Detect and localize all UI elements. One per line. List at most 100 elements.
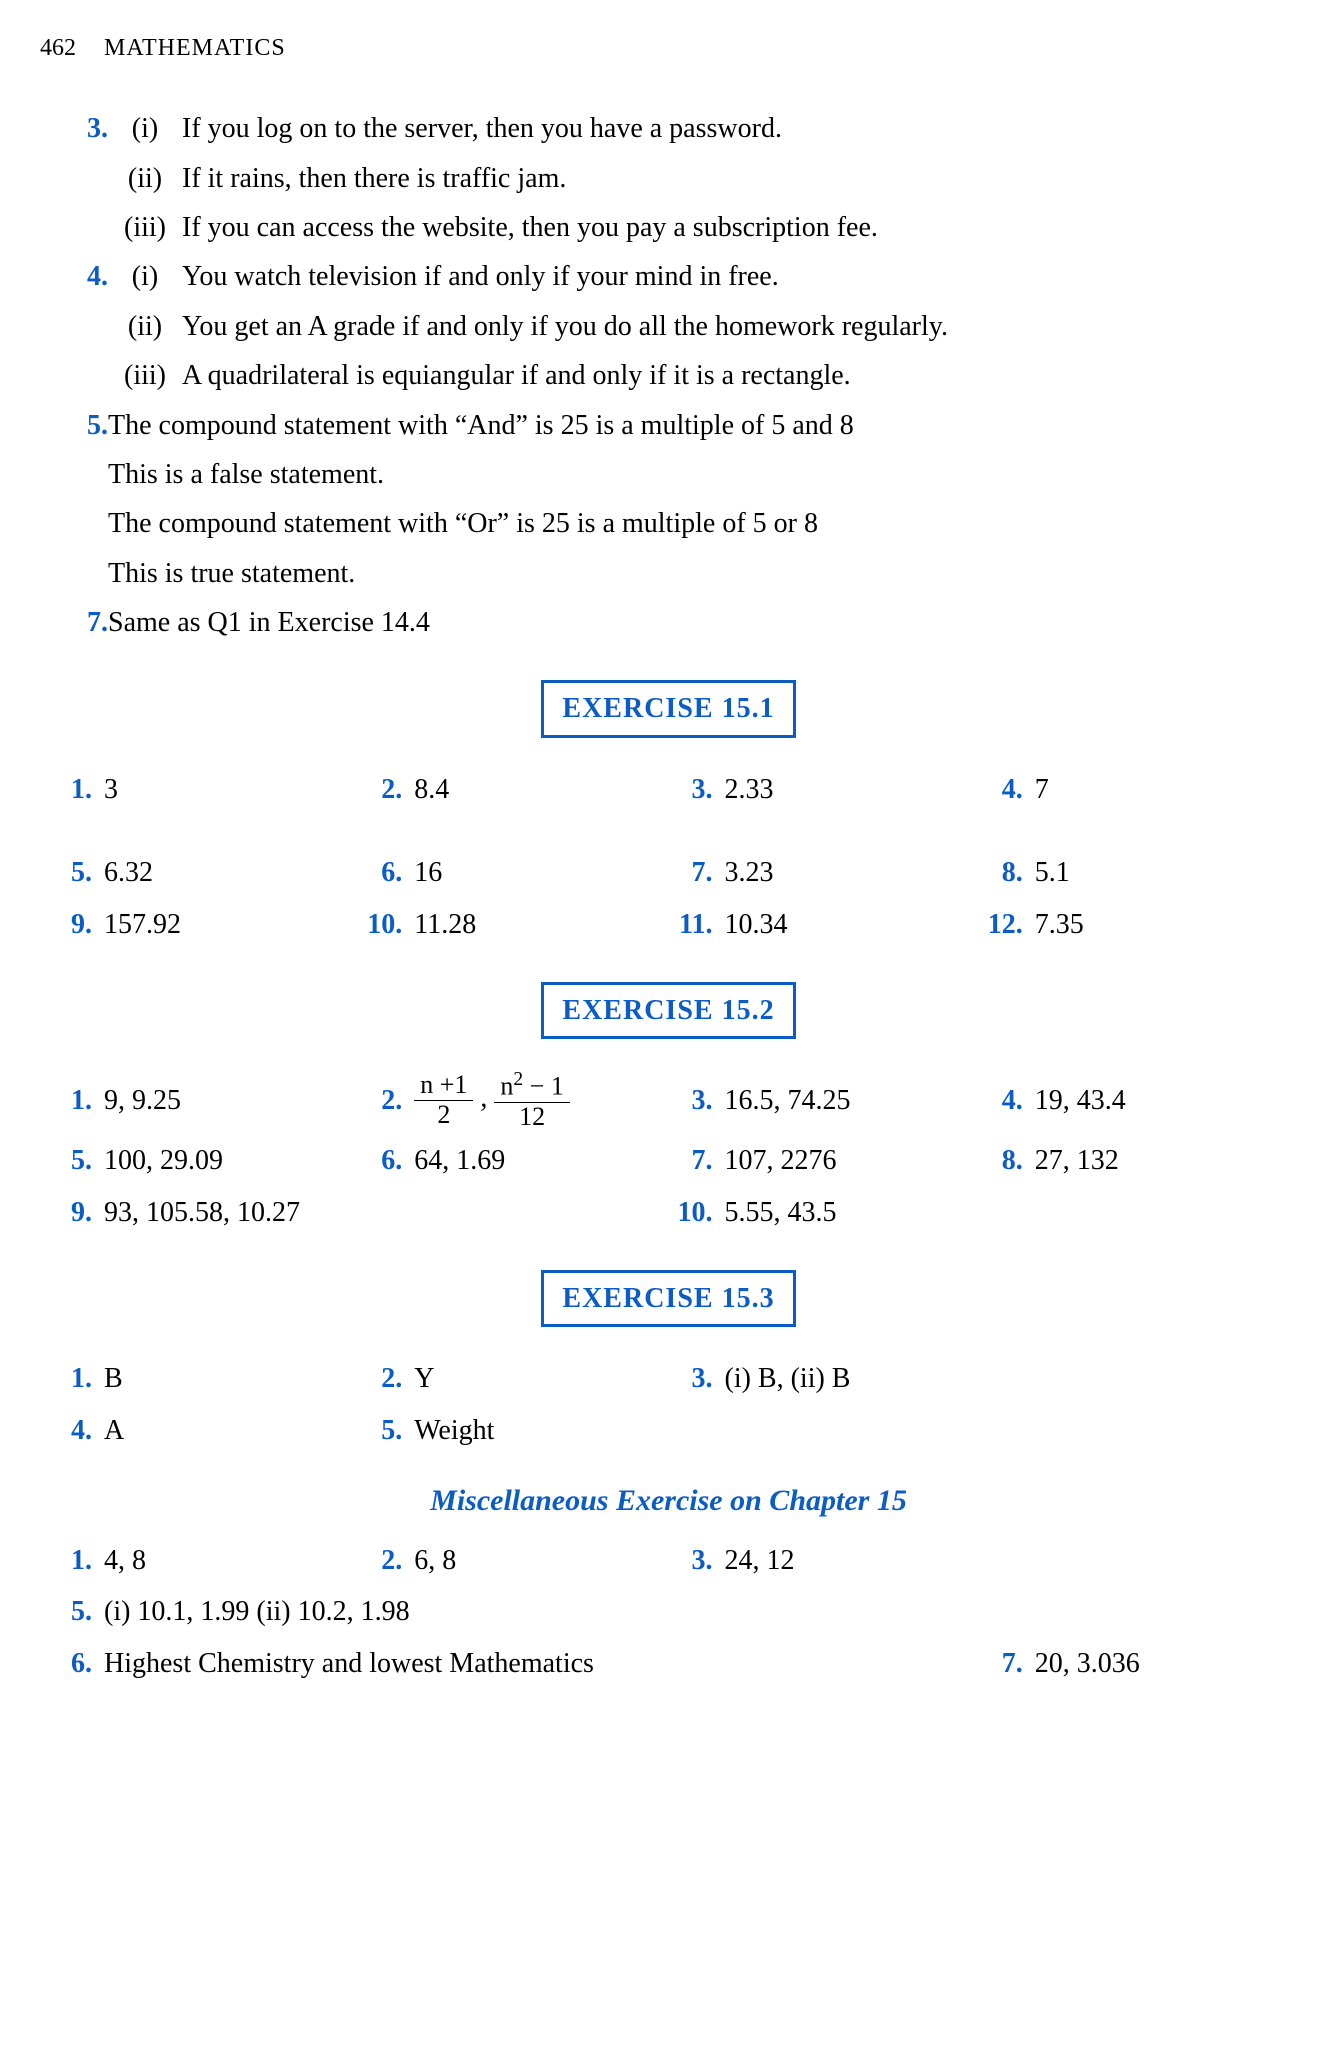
answer-number: 4. [979, 1079, 1035, 1122]
answer-value: 19, 43.4 [1035, 1079, 1126, 1122]
answer-number: 2. [358, 1357, 414, 1400]
answer-value: 9, 9.25 [104, 1079, 181, 1122]
question-3-iii: (iii) If you can access the website, the… [48, 206, 1289, 249]
subpart-label: (iii) [108, 206, 182, 249]
answer-number: 1. [48, 1079, 104, 1122]
exercise-heading: EXERCISE 15.2 [541, 982, 795, 1039]
answer-value: 3 [104, 768, 118, 811]
statement-text: If you can access the website, then you … [182, 206, 1289, 249]
answer-row: 9.157.92 10.11.28 11.10.34 12.7.35 [48, 903, 1289, 946]
answer-number: 5. [358, 1409, 414, 1452]
content-body: 3. (i) If you log on to the server, then… [40, 107, 1289, 1685]
comma: , [480, 1083, 487, 1114]
question-4-i: 4. (i) You watch television if and only … [48, 255, 1289, 298]
answer-number: 6. [358, 851, 414, 894]
question-4-ii: (ii) You get an A grade if and only if y… [48, 305, 1289, 348]
answer-value: 64, 1.69 [414, 1139, 505, 1182]
exercise-heading-wrap: EXERCISE 15.3 [48, 1270, 1289, 1327]
answer-number: 8. [979, 1139, 1035, 1182]
fraction-numerator: n +1 [414, 1071, 473, 1101]
answer-number: 1. [48, 768, 104, 811]
answer-value: (i) 10.1, 1.99 (ii) 10.2, 1.98 [104, 1590, 410, 1633]
answer-value: (i) B, (ii) B [725, 1357, 851, 1400]
answer-number: 3. [669, 768, 725, 811]
answer-row: 5.100, 29.09 6.64, 1.69 7.107, 2276 8.27… [48, 1139, 1289, 1182]
question-3-i: 3. (i) If you log on to the server, then… [48, 107, 1289, 150]
answer-value: Y [414, 1357, 434, 1400]
exercise-heading: EXERCISE 15.3 [541, 1270, 795, 1327]
answer-number: 7. [669, 851, 725, 894]
answer-row: 5.6.32 6.16 7.3.23 8.5.1 [48, 851, 1289, 894]
answer-number: 7. [669, 1139, 725, 1182]
statement-text: This is true statement. [108, 552, 1289, 595]
answer-number: 5. [48, 1590, 104, 1633]
question-number: 4. [48, 255, 108, 298]
answer-value: Highest Chemistry and lowest Mathematics [104, 1642, 594, 1685]
answer-number: 4. [979, 768, 1035, 811]
answer-row: 1.9, 9.25 2. n +12 , n2 − 112 3.16.5, 74… [48, 1069, 1289, 1131]
answer-value: 7 [1035, 768, 1049, 811]
subpart-label: (ii) [108, 305, 182, 348]
question-5-line: The compound statement with “Or” is 25 i… [48, 502, 1289, 545]
answer-number: 11. [669, 903, 725, 946]
statement-text: You watch television if and only if your… [182, 255, 1289, 298]
answer-row: 1.3 2.8.4 3.2.33 4.7 [48, 768, 1289, 811]
answer-value: 11.28 [414, 903, 476, 946]
answer-number: 3. [669, 1079, 725, 1122]
answer-row: 6.Highest Chemistry and lowest Mathemati… [48, 1642, 1289, 1685]
answer-value: B [104, 1357, 123, 1400]
exercise-heading: EXERCISE 15.1 [541, 680, 795, 737]
exercise-heading-wrap: EXERCISE 15.1 [48, 680, 1289, 737]
miscellaneous-heading: Miscellaneous Exercise on Chapter 15 [48, 1478, 1289, 1525]
answer-row: 9.93, 105.58, 10.27 10.5.55, 43.5 [48, 1191, 1289, 1234]
subpart-label: (ii) [108, 157, 182, 200]
page-number: 462 [40, 30, 76, 67]
answer-value: 8.4 [414, 768, 449, 811]
answer-number: 9. [48, 903, 104, 946]
answer-value: 27, 132 [1035, 1139, 1119, 1182]
answer-number: 12. [979, 903, 1035, 946]
answer-value: 5.1 [1035, 851, 1070, 894]
answer-number: 10. [669, 1191, 725, 1234]
answer-number: 5. [48, 851, 104, 894]
answer-number: 2. [358, 768, 414, 811]
statement-text: If it rains, then there is traffic jam. [182, 157, 1289, 200]
answer-value: A [104, 1409, 124, 1452]
answer-row: 1.B 2.Y 3.(i) B, (ii) B [48, 1357, 1289, 1400]
answer-value: 100, 29.09 [104, 1139, 223, 1182]
answer-number: 6. [48, 1642, 104, 1685]
question-number: 3. [48, 107, 108, 150]
statement-text: The compound statement with “And” is 25 … [108, 404, 1289, 447]
answer-value: 107, 2276 [725, 1139, 837, 1182]
subpart-label: (i) [108, 107, 182, 150]
answer-number: 2. [358, 1079, 414, 1122]
answer-value: 7.35 [1035, 903, 1084, 946]
question-3-ii: (ii) If it rains, then there is traffic … [48, 157, 1289, 200]
answer-value: Weight [414, 1409, 494, 1452]
answer-number: 7. [979, 1642, 1035, 1685]
statement-text: A quadrilateral is equiangular if and on… [182, 354, 1289, 397]
statement-text: This is a false statement. [108, 453, 1289, 496]
answer-value: 2.33 [725, 768, 774, 811]
answer-value: 20, 3.036 [1035, 1642, 1140, 1685]
answer-number: 9. [48, 1191, 104, 1234]
statement-text: If you log on to the server, then you ha… [182, 107, 1289, 150]
question-7: 7. Same as Q1 in Exercise 14.4 [48, 601, 1289, 644]
answer-value: n +12 , n2 − 112 [414, 1069, 570, 1131]
answer-value: 10.34 [725, 903, 788, 946]
answer-number: 3. [669, 1539, 725, 1582]
answer-value: 4, 8 [104, 1539, 146, 1582]
question-number: 5. [48, 404, 108, 447]
statement-text: The compound statement with “Or” is 25 i… [108, 502, 1289, 545]
answer-number: 4. [48, 1409, 104, 1452]
page-header: 462 MATHEMATICS [40, 30, 1289, 67]
answer-value: 5.55, 43.5 [725, 1191, 837, 1234]
exercise-heading-wrap: EXERCISE 15.2 [48, 982, 1289, 1039]
subpart-label: (iii) [108, 354, 182, 397]
answer-number: 1. [48, 1357, 104, 1400]
answer-number: 5. [48, 1139, 104, 1182]
subpart-label: (i) [108, 255, 182, 298]
fraction-denominator: 12 [513, 1103, 551, 1132]
answer-value: 3.23 [725, 851, 774, 894]
answer-number: 1. [48, 1539, 104, 1582]
